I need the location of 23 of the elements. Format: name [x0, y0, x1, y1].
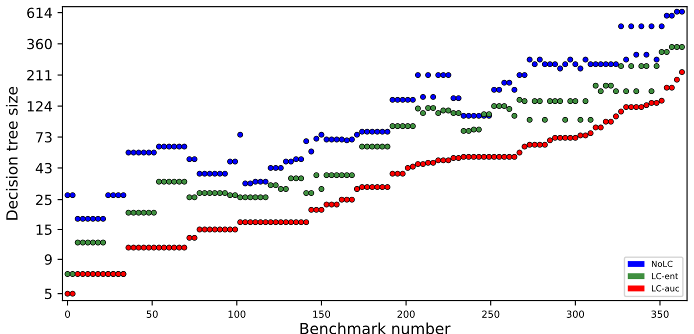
x-tick-label: 100	[228, 310, 246, 318]
y-tick-label: 211	[27, 70, 52, 80]
legend-label: LC-auc	[652, 285, 680, 292]
x-tick-label: 200	[398, 310, 415, 318]
y-tick-label: 5	[44, 288, 52, 300]
y-tick-label: 25	[36, 194, 52, 206]
x-tick-label: 150	[313, 310, 330, 318]
legend-label: LC-ent	[652, 272, 678, 280]
x-tick-label: 250	[482, 310, 500, 318]
x-axis-title: Benchmark number	[300, 322, 451, 334]
y-tick-label: 15	[36, 224, 52, 235]
y-tick-label: 9	[44, 254, 52, 265]
x-tick-label: 0	[65, 310, 70, 318]
y-tick-label: 360	[27, 38, 52, 50]
x-tick-label: 350	[651, 310, 669, 318]
x-tick-label: 50	[146, 310, 158, 318]
y-tick-label: 614	[27, 8, 52, 18]
y-tick-label: 124	[28, 101, 52, 112]
y-tick-label: 43	[36, 162, 52, 174]
y-tick-label: 73	[36, 132, 52, 143]
x-tick-label: 300	[566, 310, 584, 318]
legend-label: NoLC	[652, 260, 672, 268]
y-axis-title: Decision tree size	[6, 86, 18, 220]
